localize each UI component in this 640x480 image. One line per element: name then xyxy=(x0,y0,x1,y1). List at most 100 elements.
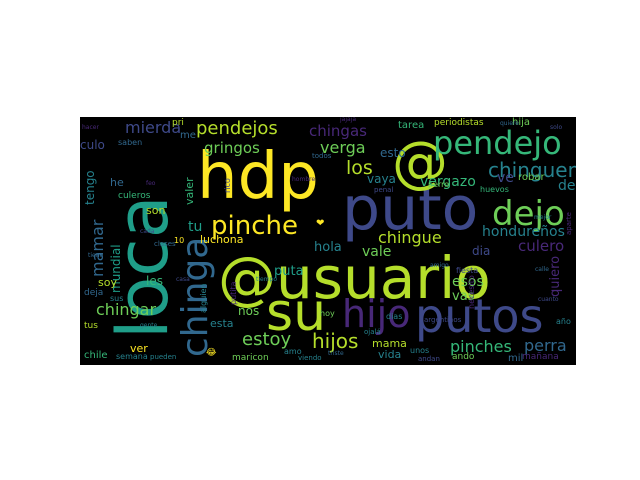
word-ando: ando xyxy=(452,352,475,362)
word-penal: penal xyxy=(374,186,394,194)
word-mil: mil xyxy=(508,353,524,364)
word-su: su xyxy=(266,283,327,343)
word-puto: puto xyxy=(342,174,479,244)
word-pinches: pinches xyxy=(450,337,512,356)
word-me: me xyxy=(180,130,196,141)
word-rico: rico xyxy=(223,178,232,193)
word-cloud: hdp @usuario puto loca @ pendejo su puto… xyxy=(80,117,576,365)
word-triste: triste xyxy=(328,350,344,357)
word-quiere: quiere xyxy=(500,120,519,127)
word-estoy: estoy xyxy=(242,329,292,350)
word-saben: saben xyxy=(118,138,143,147)
word-cuanto: cuanto xyxy=(538,296,559,303)
word-puta: puta xyxy=(274,264,304,279)
word-robar: robar xyxy=(518,172,545,183)
word-10: 10 xyxy=(174,236,185,245)
word-hombre: hombre xyxy=(292,176,316,183)
word-hija: hija xyxy=(512,117,531,128)
word-culero: culero xyxy=(518,237,565,255)
word-tus: tus xyxy=(84,321,98,331)
word-putos: putos xyxy=(415,289,544,343)
word-laugh: 😂 xyxy=(206,348,217,358)
word-pendejos: pendejos xyxy=(196,118,278,139)
word-mama: mama xyxy=(372,337,407,350)
word-hijo: hijo xyxy=(342,292,411,336)
word-son: son xyxy=(146,204,166,217)
word-todos: todos xyxy=(312,152,332,160)
word-pueden: pueden xyxy=(150,353,177,361)
word-vas: vas xyxy=(452,289,475,304)
word-gringos: gringos xyxy=(204,139,260,157)
word-tiempo: tiempo xyxy=(256,276,278,283)
word-quiero: quiero xyxy=(548,255,563,297)
word-esta: esta xyxy=(210,317,234,330)
word-casa: casa xyxy=(176,276,190,283)
word-mierda: mierda xyxy=(125,118,182,137)
word-vale: vale xyxy=(362,244,392,260)
word-hondurenos: hondureños xyxy=(482,224,565,240)
word-sus: sus xyxy=(110,294,124,303)
word-perra: perra xyxy=(524,336,567,355)
word-feo: feo xyxy=(146,180,156,187)
word-chile: chile xyxy=(84,350,108,361)
word-cada: cada xyxy=(140,228,155,235)
word-andan: andan xyxy=(418,355,440,363)
word-tiene: tiene xyxy=(88,252,104,259)
word-esto: esto xyxy=(380,146,406,160)
word-ver: ver xyxy=(130,342,148,355)
word-mejor: mejor xyxy=(534,214,552,221)
word-calle: calle xyxy=(535,266,550,273)
word-he: he xyxy=(110,176,124,189)
word-tarea: tarea xyxy=(398,120,425,131)
word-tengo: tengo xyxy=(83,170,97,205)
word-pinche: pinche xyxy=(211,211,298,241)
word-manana: mañana xyxy=(522,352,559,362)
word-vergazo: vergazo xyxy=(420,174,476,190)
word-tu: tu xyxy=(188,219,203,235)
word-les: les xyxy=(146,274,163,288)
word-semana: semana xyxy=(116,352,148,361)
word-nos: nos xyxy=(238,304,260,318)
word-alguien: alguien xyxy=(199,283,208,314)
word-putita: putita xyxy=(229,281,238,305)
word-ojala: ojalá xyxy=(364,328,381,336)
word-vaya: vaya xyxy=(367,172,396,186)
word-esos: esos xyxy=(452,274,484,290)
word-dias: dias xyxy=(386,312,403,321)
word-at: @ xyxy=(392,130,448,195)
word-luchona: luchona xyxy=(200,233,244,246)
word-amo: amo xyxy=(284,347,302,356)
word-valer: valer xyxy=(183,177,196,205)
word-culeros: culeros xyxy=(118,191,151,201)
word-aparte: aparte xyxy=(565,212,573,235)
word-usuario: @usuario xyxy=(218,244,491,312)
word-culo: culo xyxy=(80,138,105,152)
word-chingar: chingar xyxy=(96,300,157,319)
word-hola: hola xyxy=(314,240,342,255)
word-amigo: amigo xyxy=(430,262,449,269)
word-de: de xyxy=(558,178,576,194)
word-maricon: maricon xyxy=(232,353,269,363)
word-chinguen: chinguen xyxy=(488,158,576,182)
word-clases: clases xyxy=(154,240,176,248)
word-necesito: necesito xyxy=(467,275,476,309)
word-heart: ❤ xyxy=(316,218,325,229)
word-unos: unos xyxy=(410,346,430,355)
word-ve: ve xyxy=(497,170,514,186)
word-chingas: chingas xyxy=(309,122,367,140)
word-perro: perro xyxy=(428,180,450,189)
word-viendo: viendo xyxy=(298,354,322,362)
word-hdp: hdp xyxy=(197,140,319,214)
word-chinga: chinga xyxy=(175,236,216,357)
word-hijos: hijos xyxy=(312,329,359,353)
word-solo: solo xyxy=(550,124,563,131)
word-hoy: hoy xyxy=(320,309,335,318)
word-dejo: dejo xyxy=(492,194,565,234)
word-vida: vida xyxy=(378,348,402,361)
word-deja: deja xyxy=(84,288,104,298)
word-los: los xyxy=(346,157,373,179)
word-argentinos: argentinos xyxy=(424,316,462,324)
word-ano: año xyxy=(556,317,571,326)
word-hacer: hacer xyxy=(82,124,99,131)
word-mamar: mamar xyxy=(88,219,107,277)
